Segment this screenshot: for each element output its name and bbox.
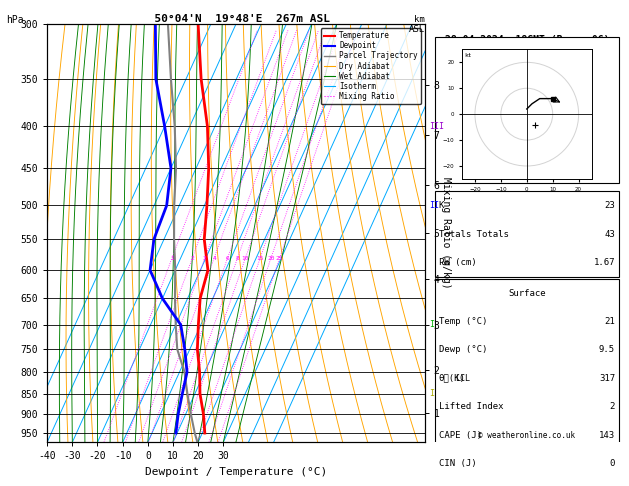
Text: I: I [429,389,434,398]
Text: III: III [429,122,444,131]
Y-axis label: Mixing Ratio (g/kg): Mixing Ratio (g/kg) [440,177,450,289]
Text: 23: 23 [604,201,615,210]
Bar [435,480,619,486]
Text: 21: 21 [604,317,615,326]
Text: 28.04.2024  18GMT (Base: 06): 28.04.2024 18GMT (Base: 06) [445,35,609,45]
Bar [435,191,619,277]
Text: 3: 3 [203,256,207,260]
Text: 8: 8 [236,256,240,260]
Text: θᴄ(K): θᴄ(K) [438,374,465,383]
Text: 0: 0 [610,459,615,468]
Text: 6: 6 [226,256,230,260]
Text: K: K [438,201,444,210]
Bar [435,37,619,183]
Text: © weatheronline.co.uk: © weatheronline.co.uk [478,431,576,440]
Text: 143: 143 [599,431,615,440]
Text: 15: 15 [257,256,264,260]
Legend: Temperature, Dewpoint, Parcel Trajectory, Dry Adiabat, Wet Adiabat, Isotherm, Mi: Temperature, Dewpoint, Parcel Trajectory… [321,28,421,104]
Text: 2: 2 [191,256,194,260]
Text: Dewp (°C): Dewp (°C) [438,346,487,354]
Text: 25: 25 [276,256,283,260]
Text: Lifted Index: Lifted Index [438,402,503,411]
Text: LCL: LCL [455,374,470,383]
Text: Temp (°C): Temp (°C) [438,317,487,326]
Text: km
ASL: km ASL [408,15,425,34]
Text: 1: 1 [170,256,174,260]
Bar [435,279,619,478]
Text: 9.5: 9.5 [599,346,615,354]
Text: 4: 4 [212,256,216,260]
X-axis label: Dewpoint / Temperature (°C): Dewpoint / Temperature (°C) [145,467,327,477]
Text: 317: 317 [599,374,615,383]
Title:   50°04'N  19°48'E  267m ASL: 50°04'N 19°48'E 267m ASL [142,14,330,23]
Text: 10: 10 [242,256,249,260]
Text: 2: 2 [610,402,615,411]
Text: Totals Totals: Totals Totals [438,229,508,239]
Text: hPa: hPa [6,15,24,25]
Text: Surface: Surface [508,289,545,297]
Text: II: II [429,201,439,210]
Text: CIN (J): CIN (J) [438,459,476,468]
Text: 43: 43 [604,229,615,239]
Text: PW (cm): PW (cm) [438,258,476,267]
Text: I: I [429,320,434,329]
Text: 20: 20 [267,256,275,260]
Text: 1.67: 1.67 [594,258,615,267]
Text: CAPE (J): CAPE (J) [438,431,482,440]
